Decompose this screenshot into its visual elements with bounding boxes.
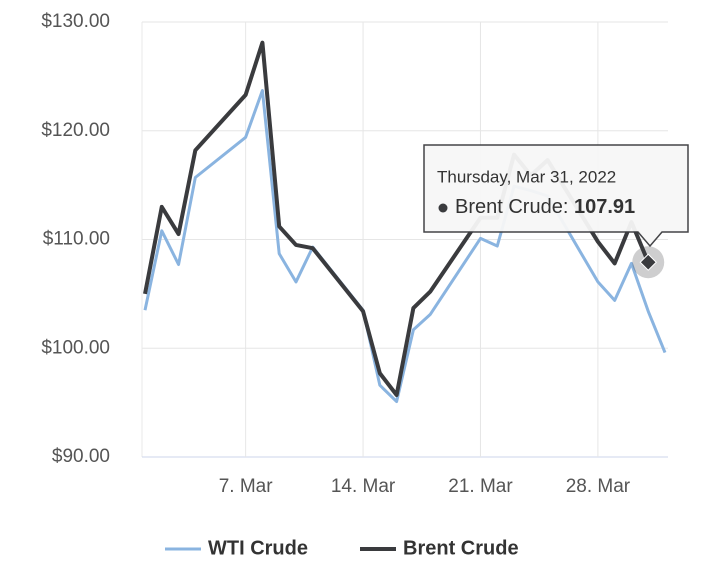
x-tick-label: 7. Mar bbox=[219, 476, 274, 497]
tooltip-box bbox=[423, 144, 689, 248]
series-line bbox=[143, 89, 667, 404]
y-tick-label: $100.00 bbox=[41, 337, 110, 358]
legend-label: Brent Crude bbox=[403, 537, 519, 559]
legend-label: WTI Crude bbox=[208, 537, 308, 559]
y-tick-label: $110.00 bbox=[43, 229, 110, 250]
tooltip: Thursday, Mar 31, 2022 Brent Crude: 107.9… bbox=[423, 144, 689, 248]
tooltip-value: 107.91 bbox=[574, 196, 635, 218]
y-tick-label: $130.00 bbox=[41, 11, 110, 32]
tooltip-line: Brent Crude: 107.91 bbox=[455, 196, 635, 218]
tooltip-date: Thursday, Mar 31, 2022 bbox=[437, 167, 616, 186]
hover-marker bbox=[639, 253, 657, 271]
x-tick-label: 28. Mar bbox=[566, 476, 631, 497]
x-tick-label: 14. Mar bbox=[331, 476, 396, 497]
y-tick-label: $120.00 bbox=[41, 120, 110, 141]
tooltip-label: Brent Crude: bbox=[455, 196, 568, 218]
tooltip-bullet bbox=[438, 203, 448, 213]
x-tick-label: 21. Mar bbox=[448, 476, 513, 497]
y-tick-label: $90.00 bbox=[52, 446, 110, 467]
